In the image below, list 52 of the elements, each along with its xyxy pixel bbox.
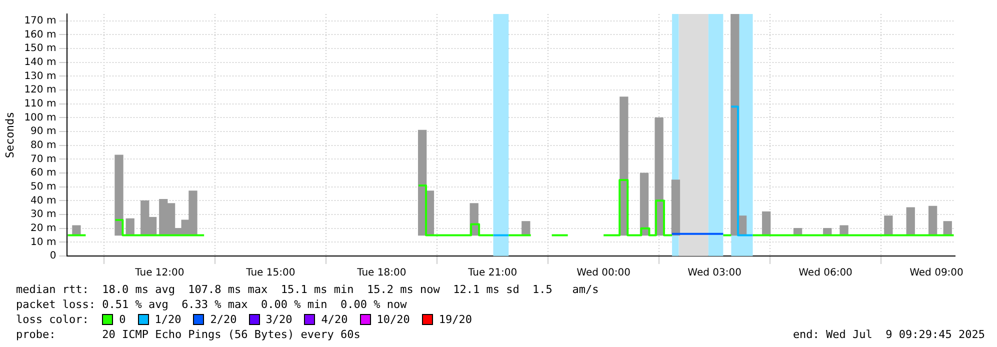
y-tick-label: 140 m (24, 56, 56, 68)
bar (114, 154, 124, 236)
legend-title: loss color: (16, 312, 90, 327)
legend-label: 4/20 (321, 312, 348, 327)
y-tick-label: 50 m (30, 181, 56, 192)
legend-label: 0 (119, 312, 126, 327)
x-tick-label: Wed 03:00 (688, 268, 742, 279)
y-tick-label: 150 m (24, 43, 56, 54)
bar (928, 206, 938, 236)
y-tick-label: 130 m (24, 70, 56, 82)
y-tick-label: 170 m (24, 16, 56, 27)
y-tick-label: 30 m (30, 209, 56, 220)
bar (884, 216, 893, 236)
y-tick-label: 60 m (30, 168, 56, 179)
x-tick-label: Tue 12:00 (134, 268, 184, 279)
bar (522, 221, 530, 236)
x-tick-label: Wed 00:00 (576, 268, 630, 279)
text: median rtt: 18.0 ms avg 107.8 ms max 15.1 ms min 15.2 ms now 12.1 ms sd 1.5 am/s (16, 282, 600, 297)
x-tick-label: Wed 06:00 (798, 268, 852, 279)
bar (654, 117, 664, 236)
x-tick-label: Tue 18:00 (356, 268, 406, 279)
y-tick-label: 160 m (24, 29, 56, 40)
y-tick-label: 0 (50, 250, 56, 262)
y-axis-title: Seconds (3, 112, 16, 158)
y-tick-label: 40 m (30, 195, 56, 206)
legend-label: 1/20 (154, 312, 182, 327)
bar (943, 221, 952, 236)
legend-label: 3/20 (266, 312, 292, 327)
x-tick-label: Tue 15:00 (245, 268, 296, 279)
y-tick-label: 110 m (24, 98, 56, 110)
bar (840, 225, 848, 236)
legend-label: 19/20 (438, 312, 472, 327)
y-tick-label: 70 m (30, 154, 56, 165)
bar (762, 211, 771, 236)
x-tick-label: Wed 09:00 (910, 268, 964, 279)
bar (906, 207, 915, 236)
text: packet loss: 0.51 % avg 6.33 % max 0.00 % min 0.00 % now (16, 297, 408, 312)
y-tick-label: 90 m (30, 126, 56, 138)
y-tick-label: 10 m (30, 236, 56, 248)
text: end: Wed Jul 9 09:29:45 2025 (792, 327, 985, 342)
bar (72, 225, 81, 236)
y-tick-label: 100 m (24, 112, 56, 124)
y-tick-label: 120 m (24, 84, 56, 96)
legend-label: 2/20 (210, 312, 237, 327)
y-tick-label: 20 m (30, 222, 56, 234)
x-tick-label: Tue 21:00 (467, 268, 518, 279)
bar (671, 180, 680, 236)
bar (126, 218, 134, 236)
legend-label: 10/20 (376, 312, 410, 327)
text: probe: 20 ICMP Echo Pings (56 Bytes) every 60s (16, 327, 360, 342)
bar (640, 172, 649, 236)
y-tick-label: 80 m (30, 140, 56, 151)
